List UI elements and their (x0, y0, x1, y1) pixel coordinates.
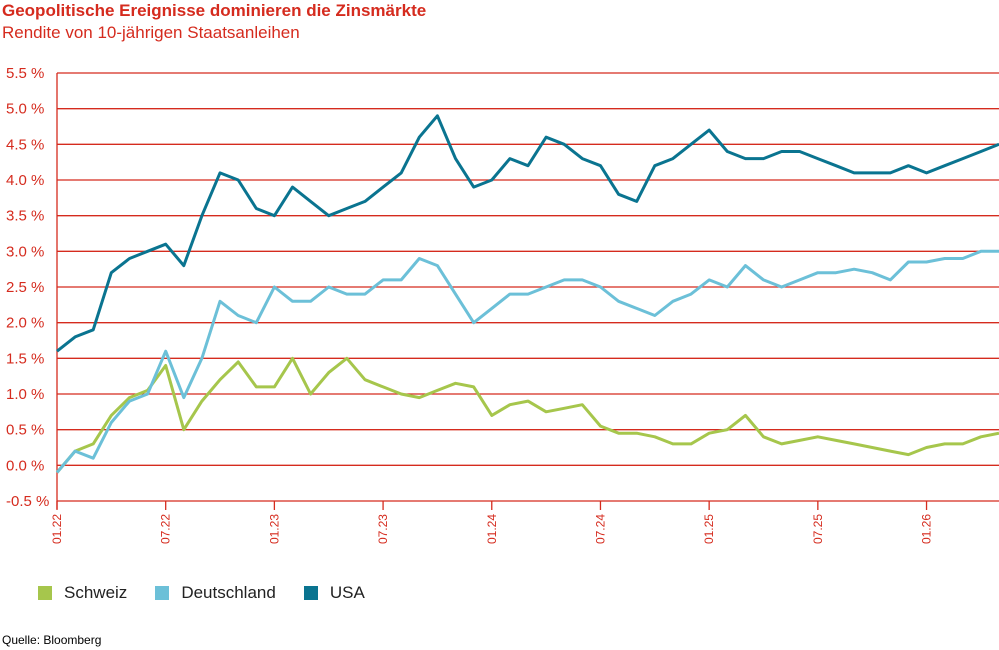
legend-label-deutschland: Deutschland (181, 583, 276, 602)
x-tick-label: 07.23 (376, 514, 390, 544)
source-note: Quelle: Bloomberg (2, 633, 102, 647)
y-tick-label: 5.0 % (6, 101, 44, 118)
x-tick-label: 07.25 (811, 514, 825, 544)
y-tick-label: 1.5 % (6, 350, 44, 367)
x-tick-label: 07.24 (593, 514, 607, 544)
series-line-schweiz (55, 356, 999, 474)
y-tick-label: 4.0 % (6, 172, 44, 189)
x-axis-ticks: 01.22 07.22 01.23 07.23 01.24 07.24 01.25 07.25… (50, 501, 934, 544)
gridlines (56, 72, 999, 509)
y-axis-ticks: -0.5 % 0.0 % 0.5 % 1.0 % 1.5 % 2.0 % 2.5 % 3.0 … (6, 65, 49, 510)
y-tick-label: 3.5 % (6, 208, 44, 225)
legend-swatch-deutschland (155, 586, 170, 600)
chart-title: Geopolitische Ereignisse dominieren die … (2, 1, 427, 20)
legend-label-schweiz: Schweiz (64, 583, 128, 602)
y-tick-label: 4.5 % (6, 136, 44, 153)
series-line-deutschland (55, 249, 999, 474)
y-tick-label: 2.5 % (6, 279, 44, 296)
chart-subtitle: Rendite von 10-jährigen Staatsanleihen (2, 23, 300, 42)
legend-swatch-usa (303, 586, 318, 600)
legend: Schweiz Deutschland USA (38, 583, 393, 603)
x-tick-label: 01.25 (702, 514, 716, 544)
legend-item-schweiz: Schweiz (38, 583, 127, 603)
legend-item-deutschland: Deutschland (155, 583, 276, 603)
line-chart: -0.5 % 0.0 % 0.5 % 1.0 % 1.5 % 2.0 % 2.5 % 3.0 … (6, 65, 999, 544)
y-tick-label: 5.5 % (6, 65, 44, 82)
x-tick-label: 01.26 (920, 514, 934, 544)
y-tick-label: 3.0 % (6, 243, 44, 260)
x-tick-label: 01.22 (50, 514, 64, 544)
series-lines (55, 114, 999, 474)
legend-swatch-schweiz (38, 586, 52, 600)
y-tick-label: 0.5 % (6, 422, 44, 439)
series-line-usa (56, 114, 999, 353)
x-tick-label: 01.23 (267, 514, 281, 544)
y-tick-label: 0.0 % (6, 457, 44, 474)
x-tick-label: 01.24 (485, 514, 499, 544)
y-tick-label: 2.0 % (6, 315, 44, 332)
y-tick-label: -0.5 % (6, 493, 49, 510)
legend-item-usa: USA (303, 583, 365, 603)
y-tick-label: 1.0 % (6, 386, 44, 403)
x-tick-label: 07.22 (159, 514, 173, 544)
legend-label-usa: USA (329, 583, 365, 602)
